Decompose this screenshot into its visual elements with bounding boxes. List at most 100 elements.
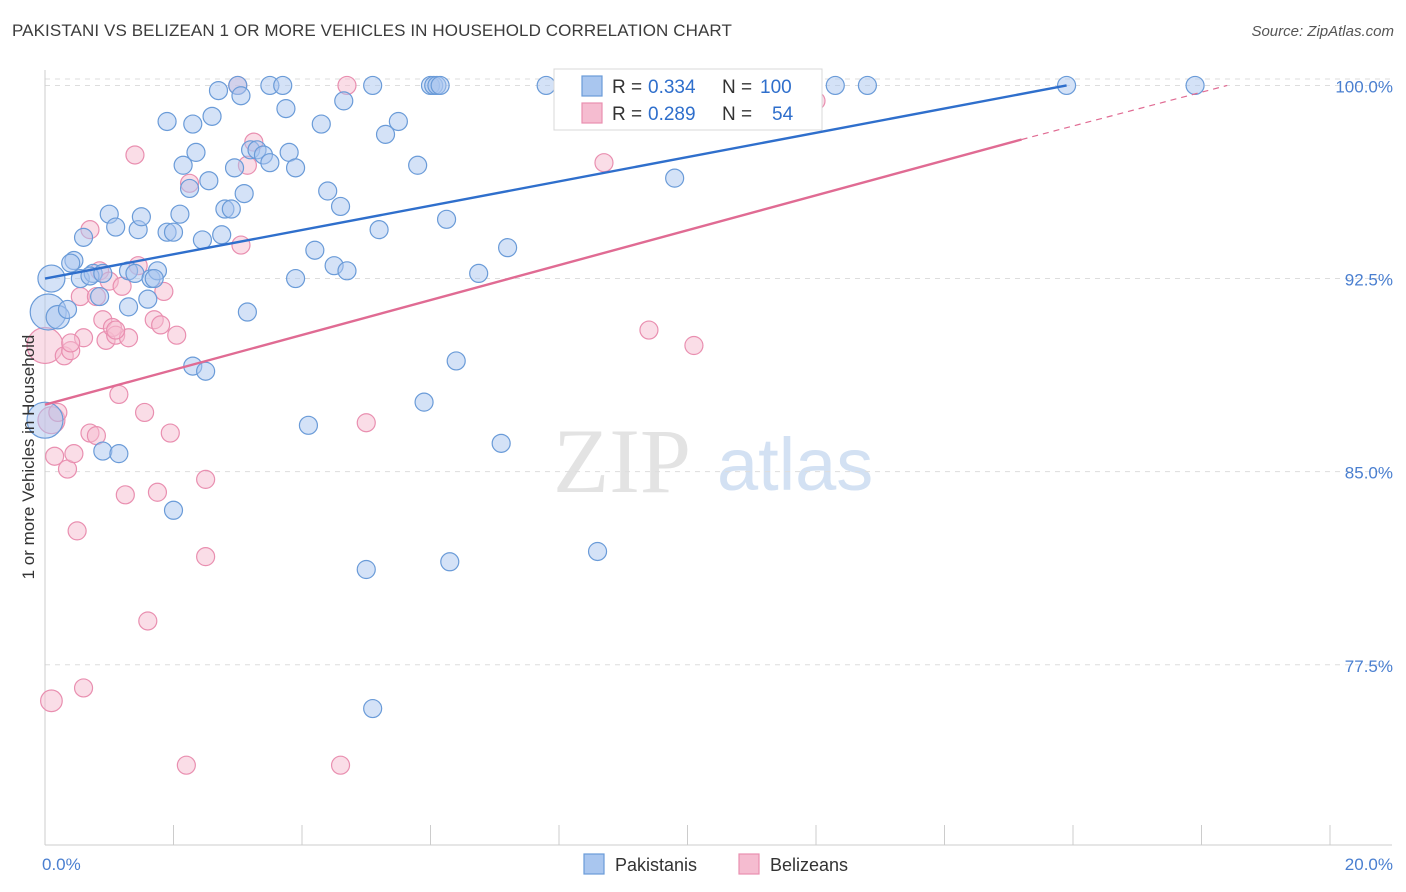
scatter-point <box>170 204 190 224</box>
scatter-point <box>118 297 139 317</box>
scatter-point <box>260 153 280 173</box>
legend-n-value-belizeans: 54 <box>772 104 794 125</box>
legend-r-value-pakistanis: 0.334 <box>648 77 696 98</box>
scatter-point <box>196 547 216 567</box>
scatter-point <box>665 168 685 188</box>
scatter-point <box>147 482 168 502</box>
scatter-point <box>363 75 383 96</box>
scatter-point <box>684 335 704 356</box>
scatter-point <box>857 75 878 96</box>
scatter-point <box>237 302 257 322</box>
x-tick-min: 0.0% <box>42 855 81 874</box>
scatter-point <box>330 196 351 217</box>
legend-r-label-pakistanis: R = <box>612 77 642 98</box>
scatter-point <box>221 199 241 219</box>
scatter-point <box>106 320 126 340</box>
scatter-point <box>311 114 331 134</box>
scatter-point <box>109 384 129 405</box>
scatter-point <box>115 485 135 505</box>
scatter-point <box>138 611 158 631</box>
scatter-point <box>176 755 196 775</box>
y-tick-labels: 100.0% 92.5% 85.0% 77.5% <box>1335 77 1393 675</box>
bottom-legend-swatch-belizeans <box>738 853 760 875</box>
scatter-point <box>167 325 187 345</box>
legend-n-label-pakistanis: N = <box>722 77 752 98</box>
y-tick-label: 77.5% <box>1345 657 1393 676</box>
scatter-point <box>231 235 251 255</box>
scatter-point <box>196 469 216 489</box>
scatter-point <box>276 99 296 119</box>
scatter-point <box>61 253 81 273</box>
legend-swatch-pakistanis <box>581 75 603 97</box>
scatter-point <box>163 222 184 242</box>
legend-n-label-belizeans: N = <box>722 104 752 125</box>
watermark-atlas: atlas <box>717 423 873 506</box>
scatter-point <box>199 171 219 191</box>
scatter-point <box>212 225 232 245</box>
x-tick-max: 20.0% <box>1345 855 1393 874</box>
legend-n-value-pakistanis: 100 <box>760 77 792 98</box>
scatter-point <box>186 142 206 162</box>
scatter-point <box>196 361 216 381</box>
scatter-point <box>298 415 319 435</box>
scatter-point <box>231 86 251 106</box>
scatter-point <box>388 111 408 132</box>
correlation-legend: R = 0.334 N = 100 R = 0.289 N = 54 <box>553 68 823 131</box>
scatter-point <box>163 500 184 520</box>
scatter-point <box>498 238 518 258</box>
axes <box>44 70 1392 846</box>
scatter-point <box>414 392 434 412</box>
scatter-point <box>151 315 171 335</box>
scatter-point <box>337 261 357 281</box>
scatter-point <box>356 413 376 433</box>
scatter-point <box>334 91 354 111</box>
legend-swatch-belizeans <box>581 102 603 124</box>
scatter-point <box>154 281 174 302</box>
series-legend: Pakistanis Belizeans <box>583 853 848 875</box>
scatter-point <box>446 351 466 371</box>
scatter-point <box>192 230 213 250</box>
scatter-point <box>285 158 306 178</box>
scatter-point <box>73 227 94 247</box>
scatter-point <box>157 111 177 132</box>
scatter-point <box>234 183 254 204</box>
scatter-point <box>57 299 78 320</box>
scatter-point <box>337 75 357 96</box>
legend-r-label-belizeans: R = <box>612 104 642 125</box>
scatter-point <box>224 158 245 178</box>
scatter-point <box>131 207 151 227</box>
scatter-point <box>73 678 94 698</box>
scatter-point <box>587 541 608 562</box>
scatter-point <box>639 320 659 340</box>
scatter-point <box>369 220 389 240</box>
bottom-legend-pakistanis: Pakistanis <box>615 855 697 875</box>
y-tick-label: 85.0% <box>1345 464 1393 483</box>
scatter-point <box>61 333 81 353</box>
y-tick-label: 92.5% <box>1345 271 1393 290</box>
y-tick-label: 100.0% <box>1335 77 1393 96</box>
scatter-point <box>93 441 113 461</box>
scatter-point <box>134 402 155 423</box>
scatter-point <box>430 75 450 96</box>
scatter-point <box>305 240 325 260</box>
scatter-point <box>469 263 489 284</box>
scatter-point <box>594 153 614 173</box>
scatter-point <box>318 181 338 201</box>
scatter-point <box>825 75 845 96</box>
scatter-point <box>183 114 203 134</box>
scatter-point <box>330 755 351 775</box>
scatter-point <box>144 268 164 289</box>
scatter-point <box>208 80 229 101</box>
scatter-point <box>67 521 87 541</box>
scatter-point <box>440 552 460 572</box>
scatter-point <box>408 155 428 175</box>
scatter-point <box>109 444 129 464</box>
trend-lines <box>44 84 1228 406</box>
scatter-point <box>202 106 222 126</box>
scatter-point <box>106 217 126 237</box>
legend-r-value-belizeans: 0.289 <box>648 104 696 125</box>
pakistanis-points <box>26 75 1205 719</box>
scatter-point <box>64 444 84 464</box>
scatter-point <box>363 698 383 719</box>
